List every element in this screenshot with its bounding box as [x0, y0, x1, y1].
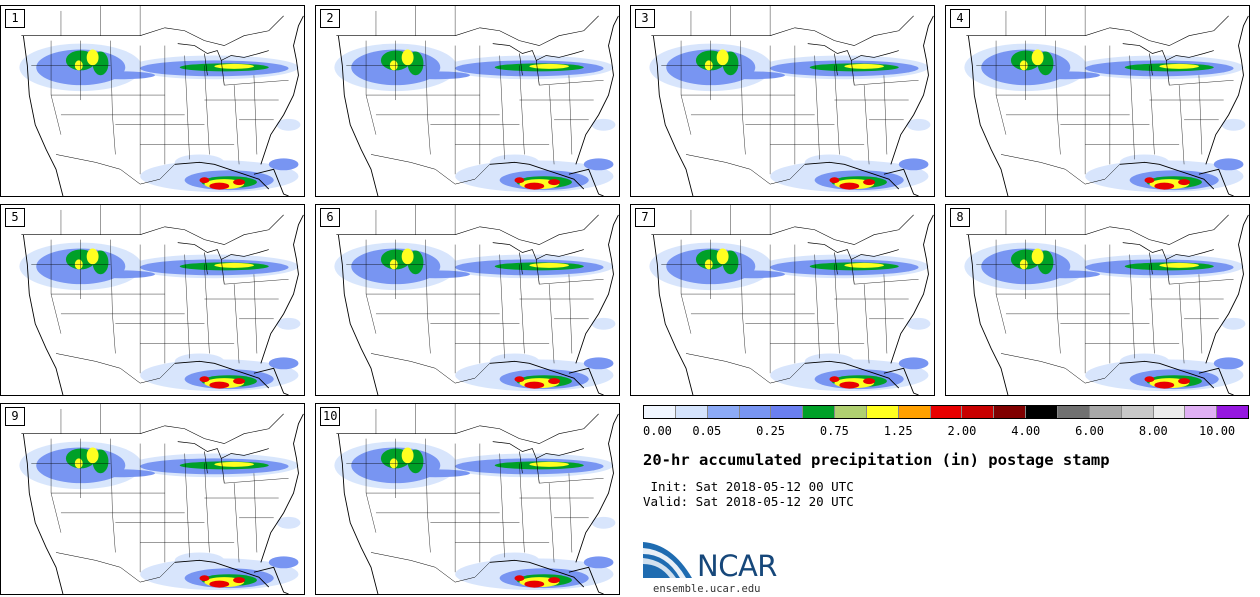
colorbar-tick-label: 8.00	[1138, 424, 1168, 438]
colorbar-swatch	[898, 406, 931, 418]
colorbar-swatch	[739, 406, 772, 418]
colorbar-tick-label: 2.00	[947, 424, 977, 438]
precip-extreme	[1144, 177, 1191, 190]
ensemble-member-panel: 7	[630, 204, 935, 396]
ncar-logo-icon	[643, 542, 692, 578]
map-boundaries	[651, 205, 934, 395]
ensemble-member-panel: 8	[945, 204, 1250, 396]
logo-url[interactable]: ensemble.ucar.edu	[653, 583, 761, 595]
member-number-label: 5	[5, 208, 25, 227]
map-boundaries	[966, 205, 1249, 395]
ensemble-member-panel: 3	[630, 5, 935, 197]
colorbar-tick-label: 0.00	[643, 424, 672, 438]
map-boundaries	[21, 404, 304, 594]
member-number-label: 8	[950, 208, 970, 227]
colorbar-swatch	[835, 406, 867, 418]
precip-extreme	[1144, 376, 1191, 389]
ensemble-member-panel: 5	[0, 204, 305, 396]
precip-extreme	[829, 177, 876, 190]
precip-extreme	[514, 177, 561, 190]
map-boundaries	[21, 205, 304, 395]
precip-extreme	[199, 575, 246, 588]
colorbar-swatch	[930, 406, 963, 418]
member-number-label: 2	[320, 9, 340, 28]
colorbar-swatch	[1057, 406, 1090, 418]
member-number-label: 3	[635, 9, 655, 28]
colorbar-swatch	[803, 406, 836, 418]
member-number-label: 9	[5, 407, 25, 426]
colorbar-swatch	[1217, 406, 1249, 418]
colorbar-swatch	[962, 406, 995, 418]
colorbar-tick-labels: 0.00 0.05 0.25 0.75 1.25 2.00 4.00 6.00 8.00 10.0…	[643, 424, 1249, 438]
colorbar-swatch	[1121, 406, 1154, 418]
precip-colorbar	[643, 405, 1249, 419]
colorbar-tick-label: 10.00	[1199, 424, 1236, 438]
ensemble-member-panel: 2	[315, 5, 620, 197]
valid-time: Valid: Sat 2018-05-12 20 UTC	[643, 494, 854, 509]
colorbar-swatch	[675, 406, 708, 418]
precip-extreme	[199, 376, 246, 389]
precip-extreme	[829, 376, 876, 389]
colorbar-swatch	[1026, 406, 1058, 418]
chart-title: 20-hr accumulated precipitation (in) pos…	[643, 451, 1110, 469]
colorbar-tick-label: 0.25	[756, 424, 786, 438]
colorbar-tick-label: 6.00	[1075, 424, 1104, 438]
colorbar-swatch	[866, 406, 899, 418]
map-boundaries	[966, 6, 1249, 196]
colorbar-swatch	[994, 406, 1027, 418]
colorbar-tick-label: 1.25	[883, 424, 913, 438]
precip-extreme	[199, 177, 246, 190]
colorbar-swatch	[644, 406, 676, 418]
colorbar-tick-label: 0.05	[692, 424, 722, 438]
colorbar-swatch	[1089, 406, 1122, 418]
map-boundaries	[336, 404, 619, 594]
ensemble-member-panel: 9	[0, 403, 305, 595]
ensemble-member-panel: 4	[945, 5, 1250, 197]
ensemble-member-panel: 10	[315, 403, 620, 595]
colorbar-swatch	[707, 406, 740, 418]
member-number-label: 1	[5, 9, 25, 28]
map-boundaries	[651, 6, 934, 196]
ensemble-member-panel: 1	[0, 5, 305, 197]
ensemble-member-panel: 6	[315, 204, 620, 396]
colorbar-tick-label: 4.00	[1011, 424, 1041, 438]
member-number-label: 4	[950, 9, 970, 28]
precip-extreme	[514, 376, 561, 389]
colorbar-tick-label: 0.75	[819, 424, 849, 438]
map-boundaries	[336, 205, 619, 395]
colorbar-swatch	[1153, 406, 1186, 418]
colorbar-swatch	[771, 406, 804, 418]
precip-extreme	[514, 575, 561, 588]
member-number-label: 10	[320, 407, 341, 426]
colorbar-swatch	[1185, 406, 1218, 418]
map-boundaries	[336, 6, 619, 196]
member-number-label: 6	[320, 208, 340, 227]
ncar-logo-text: NCAR	[697, 549, 777, 583]
init-time: Init: Sat 2018-05-12 00 UTC	[643, 479, 854, 494]
map-boundaries	[21, 6, 304, 196]
member-number-label: 7	[635, 208, 655, 227]
